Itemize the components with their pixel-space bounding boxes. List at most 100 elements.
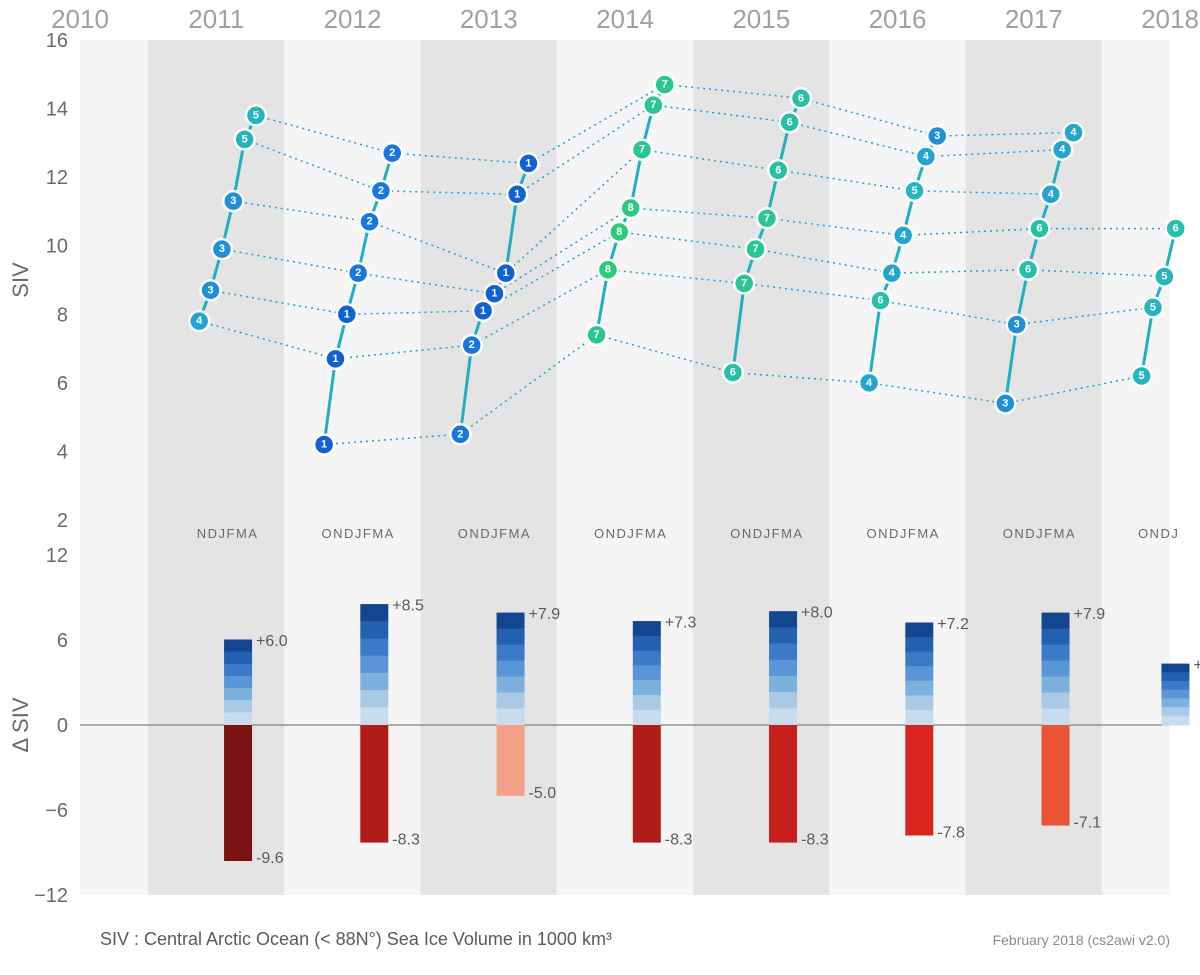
siv-marker-rank: 4 [923, 151, 930, 163]
dsiv-gain-bar-seg [360, 638, 388, 656]
siv-marker-rank: 5 [1161, 271, 1167, 283]
dsiv-gain-bar-seg [360, 673, 388, 691]
dsiv-gain-bar-seg [633, 665, 661, 681]
year-stripe [80, 40, 148, 895]
dsiv-ytick-label: −6 [45, 800, 68, 822]
dsiv-gain-bar-seg [497, 677, 525, 694]
siv-ytick-label: 4 [57, 441, 68, 463]
siv-marker-rank: 8 [628, 202, 634, 214]
month-cluster-label: NDJFMA [197, 526, 259, 541]
dsiv-loss-bar [1042, 725, 1070, 826]
siv-marker-rank: 4 [1048, 188, 1055, 200]
siv-marker-rank: 3 [219, 243, 225, 255]
siv-marker-rank: 2 [355, 267, 361, 279]
siv-marker-rank: 1 [321, 439, 327, 451]
dsiv-gain-bar-seg [769, 644, 797, 661]
siv-marker-rank: 4 [866, 377, 873, 389]
dsiv-loss-bar [905, 725, 933, 836]
siv-marker-rank: 8 [616, 226, 622, 238]
dsiv-gain-bar-seg [633, 710, 661, 726]
year-label: 2012 [324, 4, 382, 34]
dsiv-ytick-label: −12 [34, 885, 68, 907]
year-label: 2018 [1141, 4, 1199, 34]
dsiv-ytick-label: 12 [46, 545, 68, 567]
dsiv-gain-bar-seg [1042, 629, 1070, 646]
year-label: 2015 [732, 4, 790, 34]
siv-marker-rank: 1 [503, 267, 509, 279]
dsiv-loss-label: -7.8 [937, 825, 965, 842]
dsiv-gain-bar-seg [360, 690, 388, 708]
dsiv-gain-label: +4.3 [1193, 657, 1200, 674]
dsiv-gain-bar-seg [769, 692, 797, 709]
dsiv-loss-label: -7.1 [1074, 815, 1102, 832]
siv-marker-rank: 6 [877, 295, 883, 307]
chart-container: 2010201120122013201420152016201720182468… [0, 0, 1200, 975]
dsiv-gain-bar-seg [360, 707, 388, 725]
siv-marker-rank: 6 [730, 367, 736, 379]
dsiv-gain-bar-seg [633, 651, 661, 667]
footer-description: SIV : Central Arctic Ocean (< 88N°) Sea … [100, 929, 612, 949]
dsiv-gain-bar-seg [905, 652, 933, 668]
dsiv-gain-bar-seg [1161, 698, 1189, 708]
dsiv-gain-bar-seg [1161, 681, 1189, 691]
siv-marker-rank: 5 [253, 109, 259, 121]
dsiv-loss-bar [497, 725, 525, 796]
dsiv-gain-bar-seg [769, 660, 797, 677]
dsiv-gain-bar-seg [1042, 693, 1070, 710]
dsiv-gain-bar-seg [633, 695, 661, 711]
dsiv-gain-bar-seg [497, 709, 525, 726]
siv-marker-rank: 1 [332, 353, 338, 365]
year-stripe [693, 40, 829, 895]
siv-marker-rank: 8 [605, 264, 611, 276]
siv-ytick-label: 2 [57, 510, 68, 532]
siv-marker-rank: 1 [514, 188, 520, 200]
dsiv-loss-bar [633, 725, 661, 843]
dsiv-gain-label: +7.2 [937, 616, 969, 633]
dsiv-ytick-label: 0 [57, 715, 68, 737]
siv-marker-rank: 1 [344, 308, 350, 320]
year-stripe [966, 40, 1102, 895]
siv-marker-rank: 5 [242, 133, 248, 145]
month-cluster-label: ONDJFMA [867, 526, 940, 541]
siv-marker-rank: 6 [798, 92, 804, 104]
siv-ytick-label: 16 [46, 30, 68, 52]
dsiv-gain-bar-seg [497, 629, 525, 646]
dsiv-gain-label: +8.5 [392, 598, 424, 615]
siv-marker-rank: 2 [469, 339, 475, 351]
siv-marker-rank: 7 [741, 277, 747, 289]
dsiv-loss-label: -8.3 [392, 832, 420, 849]
dsiv-gain-bar-seg [905, 623, 933, 639]
month-cluster-label: ONDJ [1138, 526, 1179, 541]
siv-marker-rank: 2 [378, 185, 384, 197]
dsiv-gain-bar-seg [1042, 613, 1070, 630]
dsiv-gain-bar-seg [905, 710, 933, 726]
dsiv-ytick-label: 6 [57, 630, 68, 652]
siv-marker-rank: 6 [1025, 264, 1031, 276]
dsiv-gain-bar-seg [905, 681, 933, 697]
dsiv-gain-bar-seg [360, 656, 388, 674]
siv-marker-rank: 6 [787, 116, 793, 128]
dsiv-gain-bar-seg [224, 700, 252, 713]
dsiv-gain-label: +7.9 [1074, 606, 1106, 623]
siv-marker-rank: 1 [525, 157, 531, 169]
siv-ytick-label: 10 [46, 236, 68, 258]
siv-ytick-label: 8 [57, 304, 68, 326]
year-stripe [1102, 40, 1170, 895]
siv-marker-rank: 7 [764, 212, 770, 224]
dsiv-gain-bar-seg [1042, 645, 1070, 662]
dsiv-gain-bar-seg [769, 627, 797, 644]
siv-marker-rank: 7 [650, 99, 656, 111]
dsiv-gain-bar-seg [769, 708, 797, 725]
dsiv-gain-bar-seg [1042, 661, 1070, 678]
footer-credit: February 2018 (cs2awi v2.0) [993, 932, 1170, 948]
dsiv-gain-bar-seg [905, 695, 933, 711]
year-stripe [829, 40, 965, 895]
dsiv-loss-bar [769, 725, 797, 843]
dsiv-gain-bar-seg [224, 688, 252, 701]
dsiv-gain-bar-seg [1161, 664, 1189, 674]
dsiv-gain-bar-seg [224, 712, 252, 725]
dsiv-gain-bar-seg [224, 664, 252, 677]
dsiv-gain-bar-seg [497, 645, 525, 662]
siv-marker-rank: 7 [753, 243, 759, 255]
dsiv-gain-bar-seg [769, 611, 797, 628]
